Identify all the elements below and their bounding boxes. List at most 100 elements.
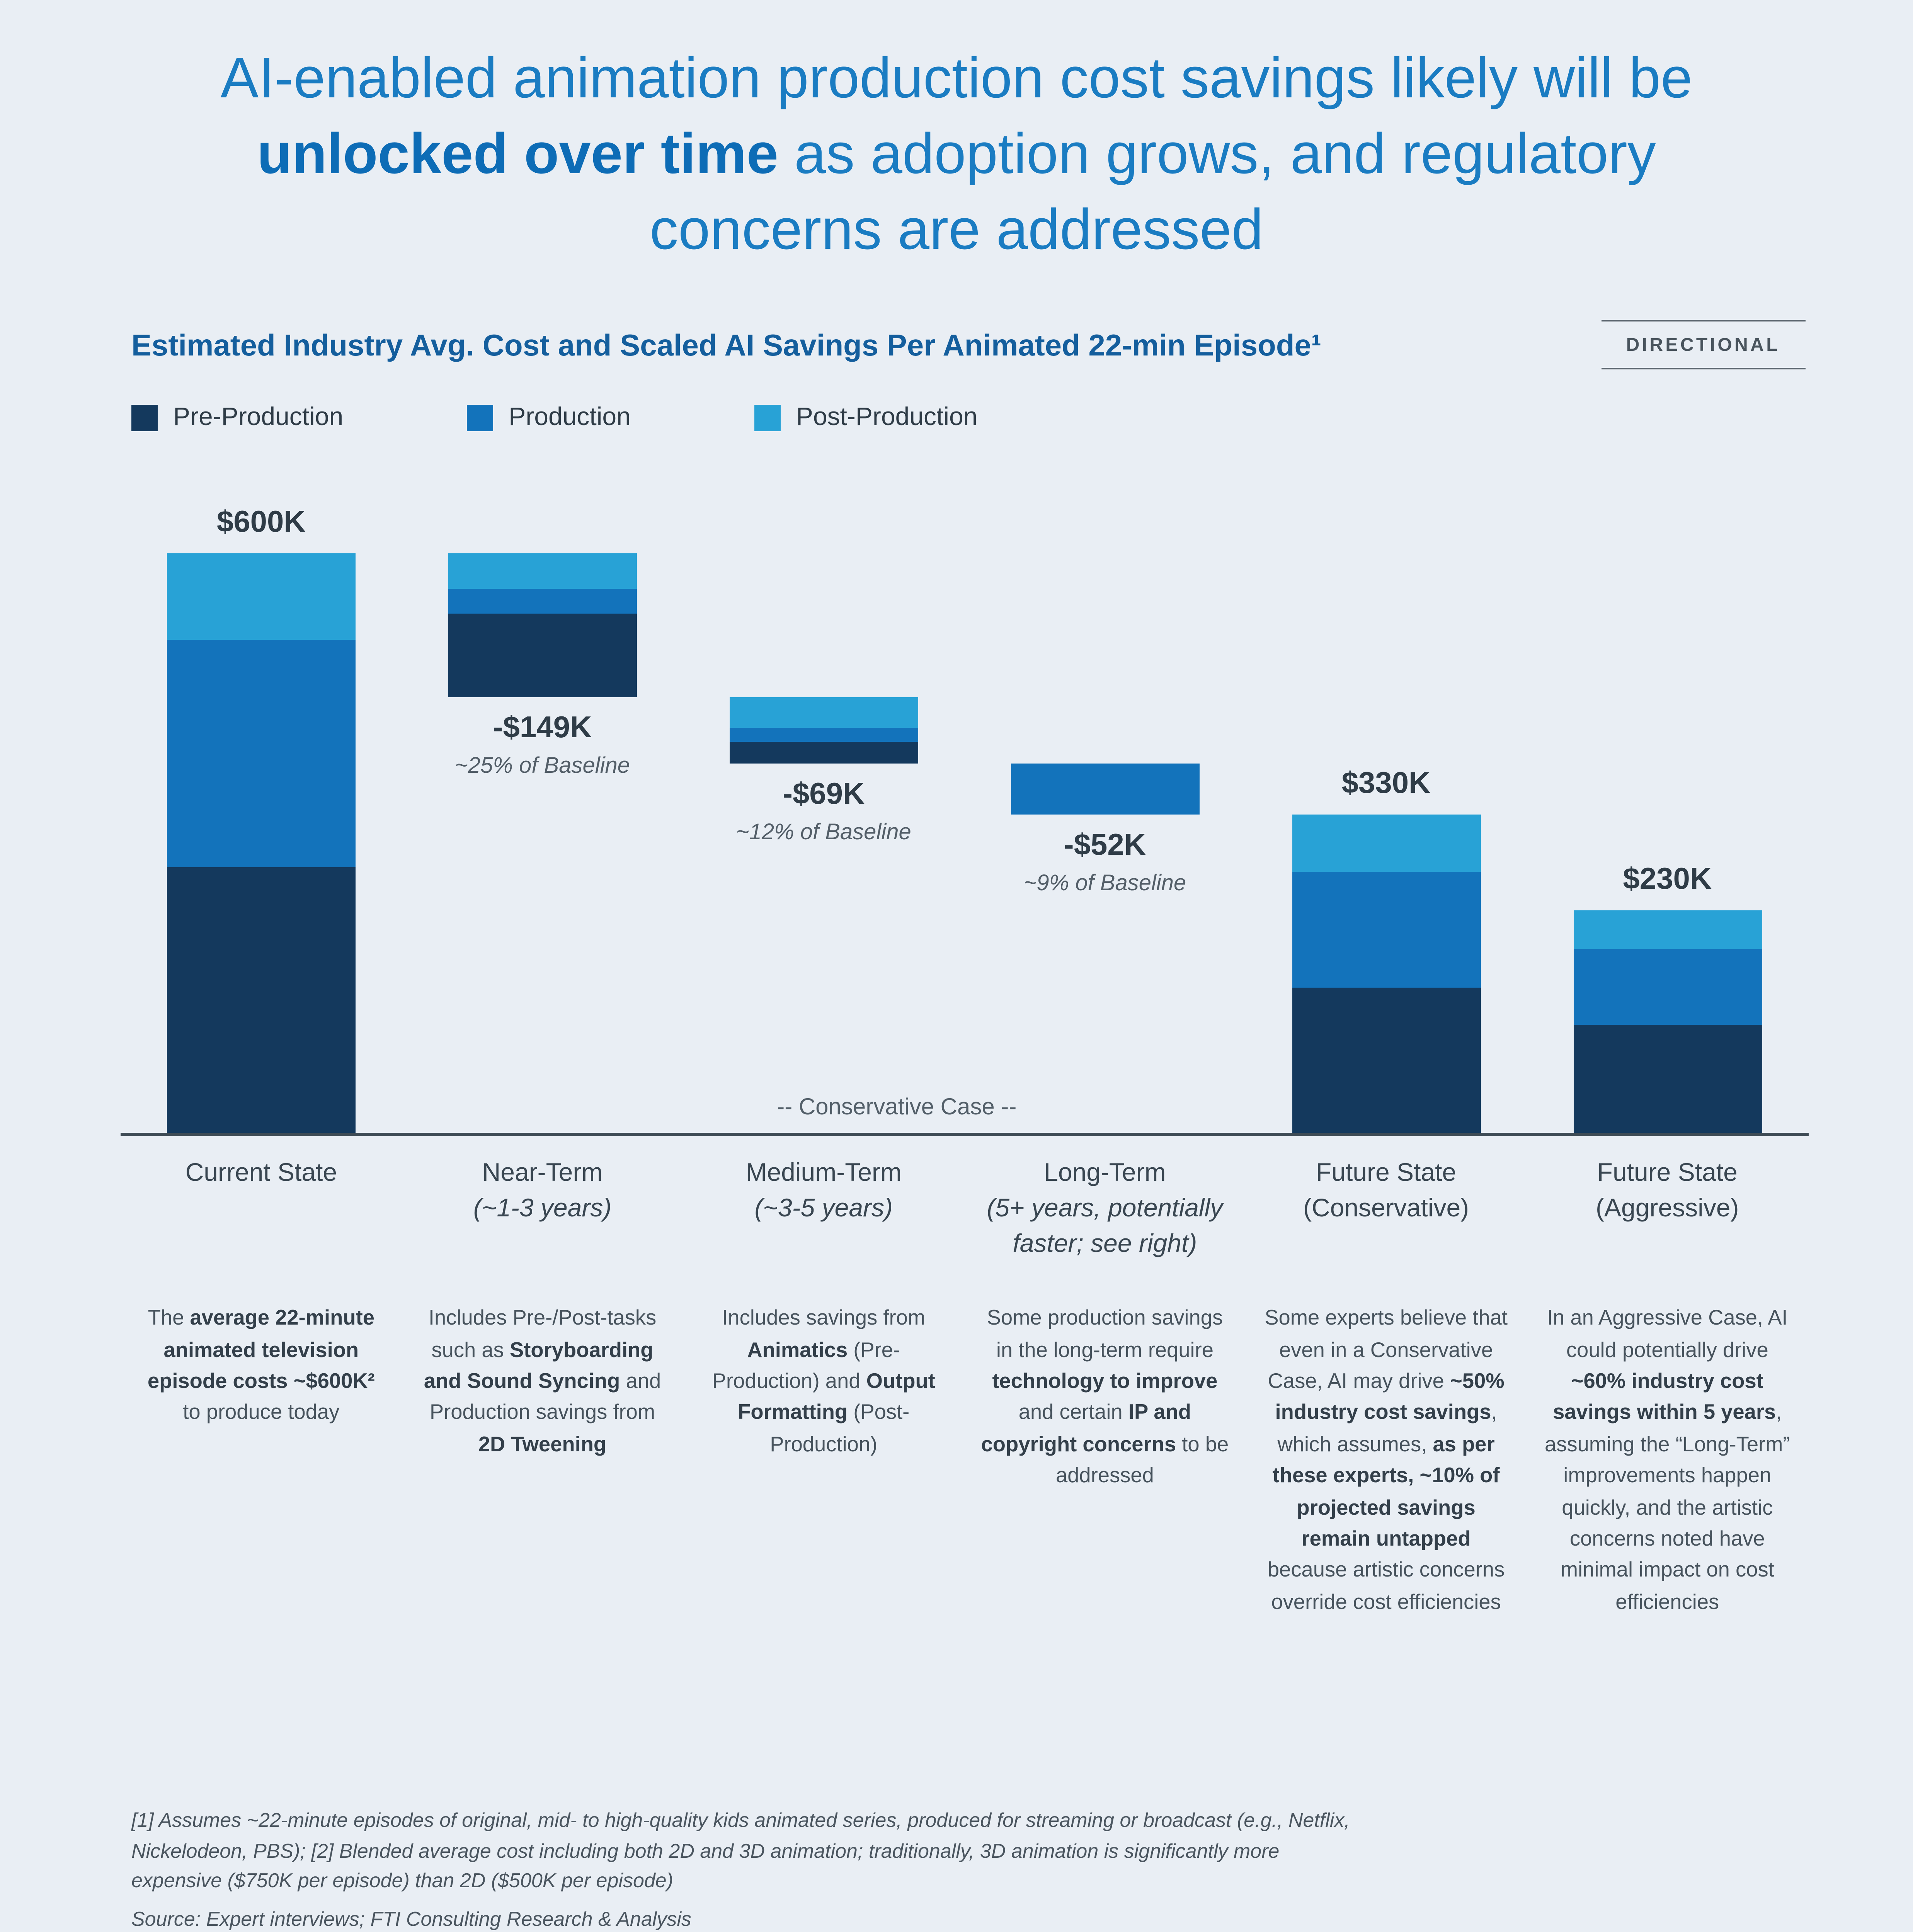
text-emphasis: unlocked over time	[257, 122, 779, 185]
text-run: (Post-Production)	[770, 1401, 910, 1456]
bar-segment-production	[448, 588, 637, 613]
text-run: (Pre-Production) and	[712, 1338, 900, 1393]
text-emphasis: Output Formatting	[738, 1369, 935, 1424]
bar-segment-pre-production	[448, 613, 637, 697]
text-emphasis: technology to improve	[992, 1369, 1218, 1393]
legend-item-post-production: Post-Production	[754, 403, 978, 433]
chart-legend: Pre-Production Production Post-Production	[131, 403, 1913, 433]
bar-value-label: $600K	[216, 505, 306, 539]
text-run: as adoption grows, and regulatory	[778, 122, 1656, 185]
page-title: AI-enabled animation production cost sav…	[91, 0, 1822, 267]
bar-segment-production	[1292, 872, 1481, 988]
text-run: , assuming the “Long-Term” improvements …	[1544, 1401, 1790, 1614]
description-future-state-aggressive: In an Aggressive Case, AI could potentia…	[1527, 1262, 1808, 1619]
bar-column-long-term: -$52K ~9% of Baseline	[964, 553, 1246, 1133]
text-emphasis: ~50% industry cost savings	[1275, 1369, 1505, 1424]
bar-future-state-aggressive	[1573, 911, 1762, 1133]
description-long-term: Some production savings in the long-term…	[964, 1262, 1246, 1619]
bar-baseline-percent-label: ~12% of Baseline	[736, 821, 911, 846]
text-run: AI-enabled animation production cost sav…	[220, 46, 1693, 110]
text-emphasis: average 22-minute animated television ep…	[147, 1306, 375, 1393]
description-current-state: The average 22-minute animated televisio…	[121, 1262, 402, 1619]
text-run: The	[148, 1306, 190, 1330]
text-run: Some production savings in the long-term…	[987, 1306, 1223, 1361]
axis-label-line2: (~3-5 years)	[754, 1194, 893, 1223]
text-run: Includes savings from	[722, 1306, 926, 1330]
bar-long-term	[1010, 764, 1199, 814]
bar-near-term	[448, 553, 637, 697]
text-run: to be addressed	[1055, 1432, 1229, 1487]
source-line: Source: Expert interviews; FTI Consultin…	[131, 1906, 691, 1930]
text-emphasis: Animatics	[747, 1338, 848, 1361]
legend-label: Post-Production	[796, 403, 978, 431]
bar-baseline-percent-label: ~25% of Baseline	[455, 754, 630, 779]
bar-value-label-group: -$69K ~12% of Baseline	[658, 778, 989, 846]
column-descriptions-row: The average 22-minute animated televisio…	[121, 1262, 1808, 1619]
conservative-case-annotation: -- Conservative Case --	[777, 1094, 1017, 1121]
bar-value-label: $230K	[1623, 863, 1712, 897]
bar-segment-post-production	[1292, 814, 1481, 872]
axis-label-line1: Medium-Term	[745, 1159, 902, 1187]
bar-value-label: -$69K	[782, 778, 865, 812]
bar-column-future-state-conservative: $330K	[1246, 553, 1527, 1133]
legend-item-pre-production: Pre-Production	[131, 403, 343, 433]
bar-segment-post-production	[1573, 911, 1762, 949]
page-title-line-2: unlocked over time as adoption grows, an…	[91, 116, 1822, 192]
chart-title: Estimated Industry Avg. Cost and Scaled …	[131, 329, 1321, 363]
text-emphasis: IP and copyright concerns	[981, 1401, 1191, 1456]
axis-labels-row: Current State Near-Term (~1-3 years) Medium…	[121, 1136, 1808, 1262]
text-run: Some experts believe that even in a Cons…	[1265, 1306, 1508, 1393]
axis-label-line1: Near-Term	[482, 1159, 603, 1187]
axis-label-long-term: Long-Term (5+ years, potentially faster; …	[964, 1136, 1246, 1262]
legend-label: Production	[509, 403, 631, 431]
description-medium-term: Includes savings from Animatics (Pre-Pro…	[683, 1262, 964, 1619]
bar-segment-production	[1010, 764, 1199, 814]
axis-label-medium-term: Medium-Term (~3-5 years)	[683, 1136, 964, 1262]
bar-baseline-percent-label: ~9% of Baseline	[1023, 871, 1186, 896]
description-future-state-conservative: Some experts believe that even in a Cons…	[1246, 1262, 1527, 1619]
footnote: [1] Assumes ~22-minute episodes of origi…	[131, 1808, 1350, 1892]
bar-column-current-state: $600K	[121, 505, 402, 1133]
legend-item-production: Production	[467, 403, 631, 433]
directional-badge: DIRECTIONAL	[1601, 320, 1805, 369]
plot-area: -- Conservative Case -- $600K -$149K ~25% …	[121, 505, 1808, 1136]
bar-value-label-group: -$52K ~9% of Baseline	[939, 828, 1270, 896]
legend-swatch-production-icon	[467, 405, 494, 431]
bar-segment-production	[167, 640, 356, 867]
text-run: to produce today	[183, 1401, 340, 1424]
axis-label-future-state-conservative: Future State (Conservative)	[1246, 1136, 1527, 1262]
axis-label-line2: (Conservative)	[1303, 1194, 1469, 1223]
axis-label-line1: Long-Term	[1044, 1159, 1166, 1187]
axis-label-near-term: Near-Term (~1-3 years)	[402, 1136, 683, 1262]
text-run: and Production savings from	[429, 1369, 661, 1424]
axis-label-line2: (5+ years, potentially faster; see right…	[987, 1194, 1223, 1258]
bar-segment-pre-production	[1573, 1025, 1762, 1133]
bar-value-label-group: -$149K ~25% of Baseline	[377, 711, 708, 779]
axis-label-line1: Current State	[185, 1159, 337, 1187]
text-run: In an Aggressive Case, AI could potentia…	[1547, 1306, 1788, 1361]
text-run: because artistic concerns override cost …	[1267, 1558, 1505, 1614]
bar-column-medium-term: -$69K ~12% of Baseline	[683, 553, 964, 1133]
text-run: , which assumes,	[1277, 1401, 1497, 1456]
text-run: and certain	[1018, 1401, 1128, 1424]
axis-label-line2: (~1-3 years)	[473, 1194, 612, 1223]
page-title-line-1: AI-enabled animation production cost sav…	[91, 40, 1822, 116]
bar-segment-pre-production	[729, 742, 918, 764]
axis-label-future-state-aggressive: Future State (Aggressive)	[1527, 1136, 1808, 1262]
bar-value-label: -$149K	[493, 711, 592, 745]
bar-segment-production	[1573, 949, 1762, 1025]
bar-value-label: -$52K	[1064, 828, 1146, 862]
bar-segment-post-production	[729, 697, 918, 728]
legend-swatch-pre-production-icon	[131, 405, 158, 431]
bar-column-future-state-aggressive: $230K	[1527, 553, 1808, 1133]
text-emphasis: ~60% industry cost savings within 5 year…	[1553, 1369, 1776, 1424]
bar-segment-post-production	[167, 553, 356, 640]
chart-header-row: Estimated Industry Avg. Cost and Scaled …	[131, 320, 1805, 369]
axis-label-line1: Future State	[1316, 1159, 1457, 1187]
bar-current-state	[167, 553, 356, 1133]
bar-segment-production	[729, 728, 918, 742]
text-run: Includes Pre-/Post-tasks such as	[428, 1306, 657, 1361]
footnote-block: [1] Assumes ~22-minute episodes of origi…	[131, 1805, 1368, 1930]
